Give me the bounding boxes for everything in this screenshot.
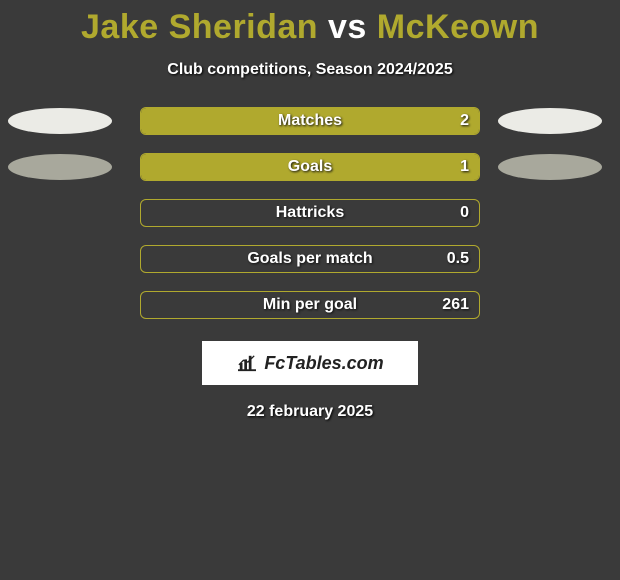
stat-label: Goals — [141, 158, 479, 176]
stat-value: 0 — [460, 204, 469, 222]
page-title: Jake Sheridan vs McKeown — [0, 0, 620, 47]
stat-bar: Matches2 — [140, 107, 480, 135]
stat-value: 1 — [460, 158, 469, 176]
subtitle: Club competitions, Season 2024/2025 — [0, 61, 620, 79]
stat-label: Hattricks — [141, 204, 479, 222]
logo-text: FcTables.com — [264, 353, 383, 374]
ellipse-right — [498, 154, 602, 180]
stat-row: Matches2 — [0, 107, 620, 135]
stat-bar: Min per goal261 — [140, 291, 480, 319]
stat-row: Goals1 — [0, 153, 620, 181]
stat-row: Goals per match0.5 — [0, 245, 620, 273]
stat-bar: Hattricks0 — [140, 199, 480, 227]
ellipse-left — [8, 154, 112, 180]
stat-rows: Matches2Goals1Hattricks0Goals per match0… — [0, 107, 620, 319]
stat-bar: Goals1 — [140, 153, 480, 181]
stat-row: Min per goal261 — [0, 291, 620, 319]
ellipse-left — [8, 108, 112, 134]
stat-value: 261 — [442, 296, 469, 314]
date-text: 22 february 2025 — [0, 403, 620, 421]
stat-row: Hattricks0 — [0, 199, 620, 227]
stat-label: Goals per match — [141, 250, 479, 268]
logo-box[interactable]: FcTables.com — [202, 341, 418, 385]
stat-value: 2 — [460, 112, 469, 130]
bar-chart-icon — [236, 354, 258, 372]
stat-label: Matches — [141, 112, 479, 130]
stat-bar: Goals per match0.5 — [140, 245, 480, 273]
stat-value: 0.5 — [447, 250, 469, 268]
title-vs: vs — [328, 8, 367, 46]
ellipse-right — [498, 108, 602, 134]
title-player2: McKeown — [377, 8, 539, 46]
stat-label: Min per goal — [141, 296, 479, 314]
title-player1: Jake Sheridan — [81, 8, 318, 46]
